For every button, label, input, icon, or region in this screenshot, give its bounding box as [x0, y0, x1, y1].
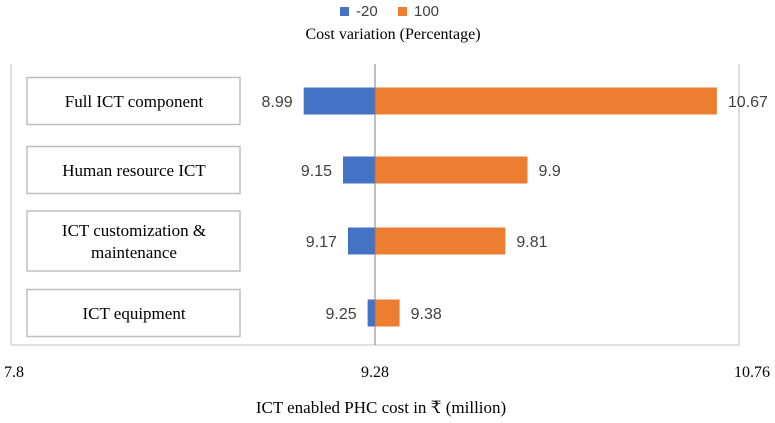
bar-high — [375, 299, 400, 327]
category-box — [26, 76, 241, 126]
category-label: ICT equipment — [82, 304, 185, 323]
legend-title: Cost variation (Percentage) — [305, 26, 480, 43]
x-tick-label: 10.76 — [734, 364, 770, 381]
legend-label-high: 100 — [414, 3, 439, 20]
legend-swatch-low — [340, 7, 349, 16]
value-label-high: 9.38 — [411, 306, 442, 323]
category-label: maintenance — [91, 243, 177, 262]
value-label-low: 9.17 — [306, 234, 337, 251]
x-tick-label: 9.28 — [361, 364, 389, 381]
category-label: Full ICT component — [65, 92, 204, 111]
x-tick-label: 7.8 — [4, 364, 24, 381]
bar-low — [347, 227, 375, 255]
x-axis-ticks: 7.8 9.28 10.76 — [4, 364, 770, 381]
legend-label-low: -20 — [356, 3, 378, 20]
category-box — [26, 288, 241, 338]
bar-high — [375, 156, 528, 184]
category-box — [26, 145, 241, 195]
value-label-high: 9.9 — [538, 163, 560, 180]
category-labels: Full ICT component Human resource ICT ICT … — [26, 76, 241, 338]
legend-swatch-high — [398, 7, 407, 16]
x-axis-label: ICT enabled PHC cost in ₹ (million) — [256, 398, 506, 417]
bar-low — [343, 156, 375, 184]
value-label-low: 8.99 — [262, 94, 293, 111]
legend: -20 100 Cost variation (Percentage) — [305, 3, 480, 43]
bars — [303, 87, 717, 327]
bar-high — [375, 227, 506, 255]
value-labels: 8.99 10.67 9.15 9.9 9.17 9.81 9.25 9.38 — [262, 94, 768, 323]
bar-high — [375, 87, 717, 115]
value-label-high: 10.67 — [728, 94, 768, 111]
bar-low — [367, 299, 375, 327]
category-label: ICT customization & — [62, 221, 206, 240]
bar-low — [303, 87, 375, 115]
value-label-high: 9.81 — [516, 234, 547, 251]
value-label-low: 9.15 — [301, 163, 332, 180]
category-box — [26, 210, 241, 272]
category-label: Human resource ICT — [62, 161, 206, 180]
value-label-low: 9.25 — [325, 306, 356, 323]
